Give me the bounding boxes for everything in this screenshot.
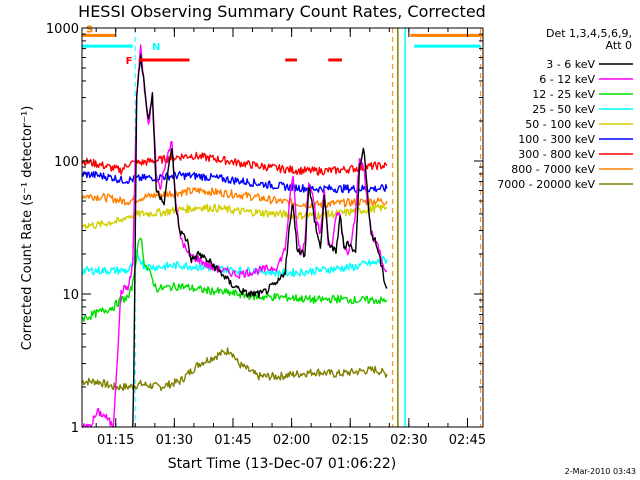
x-tick-label: 02:45 [449, 433, 486, 448]
axes: 1 10 100 1000 01:15 01:30 01:45 02:00 02:15 02:30… [46, 22, 486, 448]
x-tick-label: 02:30 [390, 433, 427, 448]
series-line [81, 151, 388, 176]
x-tick-label: 01:30 [156, 433, 193, 448]
flag-label: N [152, 42, 160, 53]
series-line [81, 237, 388, 323]
legend-header: Att 0 [606, 39, 632, 52]
y-tick-label: 100 [54, 155, 79, 170]
y-tick-label: 10 [62, 288, 79, 303]
plot-frame [81, 27, 484, 428]
flag-label: F [126, 56, 133, 67]
series-line [81, 203, 388, 229]
chart-title: HESSI Observing Summary Count Rates, Cor… [78, 2, 486, 21]
legend-entry-label: 3 - 6 keV [546, 58, 595, 71]
y-tick-label: 1 [71, 421, 79, 436]
series-line [132, 53, 388, 428]
legend: Det 1,3,4,5,6,9,Att 0 3 - 6 keV 6 - 12 keV… [497, 27, 633, 191]
y-axis-label: Corrected Count Rate (s⁻¹ detector⁻¹) [20, 106, 35, 351]
x-tick-label: 02:00 [273, 433, 310, 448]
series-line [81, 170, 388, 194]
series-line [81, 187, 388, 209]
legend-entry-label: 100 - 300 keV [518, 133, 595, 146]
flag-label: S [86, 24, 93, 35]
legend-entry-label: 12 - 25 keV [532, 88, 595, 101]
series-line [82, 44, 388, 428]
legend-entry-label: 25 - 50 keV [532, 103, 595, 116]
legend-entry-label: 50 - 100 keV [525, 118, 595, 131]
date-stamp: 2-Mar-2010 03:43 [565, 467, 636, 476]
x-tick-label: 02:15 [331, 433, 368, 448]
series-line [81, 347, 388, 392]
legend-entry-label: 300 - 800 keV [518, 148, 595, 161]
x-tick-label: 01:15 [97, 433, 134, 448]
legend-header: Det 1,3,4,5,6,9, [546, 27, 632, 40]
x-tick-label: 01:45 [214, 433, 251, 448]
y-tick-label: 1000 [46, 22, 79, 37]
x-axis-label: Start Time (13-Dec-07 01:06:22) [168, 456, 396, 472]
legend-entry-label: 7000 - 20000 keV [497, 178, 595, 191]
plot-area: S N F [81, 24, 483, 428]
legend-entry-label: 800 - 7000 keV [511, 163, 595, 176]
legend-entry-label: 6 - 12 keV [539, 73, 595, 86]
